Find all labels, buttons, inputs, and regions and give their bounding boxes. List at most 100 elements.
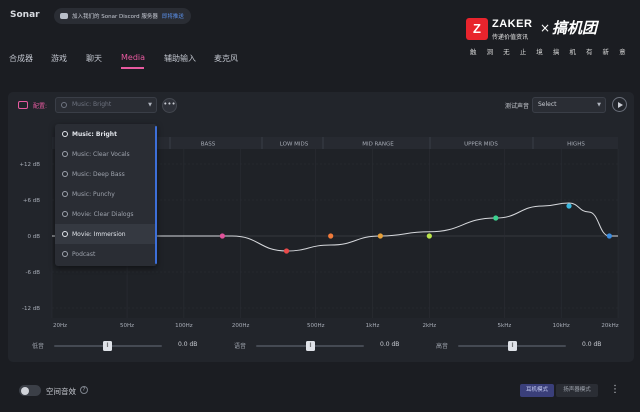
- x-tick-label: 50Hz: [120, 323, 134, 329]
- y-tick-label: 0 dB: [27, 234, 40, 240]
- tab-microphone[interactable]: 麦克风: [214, 54, 238, 63]
- spatial-audio-label: 空间音效: [46, 387, 76, 396]
- slider-value: 0.0 dB: [582, 341, 602, 348]
- watermark-brand: Z ZAKER 传递价值资讯 × 搞机团 触 洞 无 止 境 搞 机 有 新 意: [466, 14, 626, 60]
- y-tick-label: -12 dB: [22, 306, 40, 312]
- brand-times: ×: [540, 21, 551, 35]
- slider-thumb[interactable]: ‖: [103, 341, 112, 351]
- eq-band-handle[interactable]: [426, 233, 432, 239]
- discord-text: 加入我们的 Sonar Discord 服务器: [72, 14, 158, 20]
- x-tick-label: 1kHz: [366, 323, 380, 329]
- chevron-down-icon: ▼: [597, 102, 601, 108]
- y-tick-label: +6 dB: [23, 198, 40, 204]
- top-bar: Sonar 加入我们的 Sonar Discord 服务器 即将推送: [0, 0, 640, 34]
- x-tick-label: 20kHz: [601, 323, 618, 329]
- slider-value: 0.0 dB: [380, 341, 400, 348]
- test-sound-value: Select: [538, 101, 557, 108]
- tab-chat[interactable]: 聊天: [86, 54, 102, 63]
- preset-option-icon: [62, 151, 68, 157]
- zaker-logo-icon: Z: [466, 18, 488, 40]
- preset-option[interactable]: Music: Clear Vocals: [55, 144, 155, 164]
- slider-label: 语音: [234, 343, 247, 350]
- tab-media[interactable]: Media: [121, 53, 146, 62]
- band-label: LOW MIDS: [280, 142, 309, 148]
- tab-mixer[interactable]: 合成器: [9, 54, 33, 63]
- eq-band-handle[interactable]: [606, 233, 612, 239]
- eq-band-handle[interactable]: [493, 215, 499, 221]
- slider-label: 低音: [32, 343, 45, 350]
- eq-band-handle[interactable]: [283, 248, 290, 254]
- play-icon: [618, 101, 623, 108]
- preset-option[interactable]: Movie: Clear Dialogs: [55, 204, 155, 224]
- slider-value: 0.0 dB: [178, 341, 198, 348]
- speaker-mode-button[interactable]: 扬声器模式: [556, 384, 598, 397]
- headphone-mode-button[interactable]: 耳机模式: [520, 384, 554, 397]
- eq-band-handle[interactable]: [377, 233, 383, 239]
- zaker-name: ZAKER: [492, 18, 533, 30]
- help-icon[interactable]: ?: [80, 386, 88, 394]
- preset-option[interactable]: Podcast: [55, 244, 155, 264]
- zaker-subtitle: 传递价值资讯: [492, 34, 529, 41]
- active-tab-indicator: [121, 67, 144, 69]
- partner-logo: 搞机团: [552, 19, 598, 37]
- discord-link[interactable]: 即将推送: [161, 14, 184, 20]
- band-label: BASS: [201, 142, 216, 148]
- dropdown-scrollbar[interactable]: [155, 126, 157, 264]
- eq-band-handle[interactable]: [219, 233, 225, 239]
- band-label: MID RANGE: [362, 142, 394, 148]
- slider-label: 高音: [436, 343, 449, 350]
- preset-option[interactable]: Music: Punchy: [55, 184, 155, 204]
- eq-band-header: [52, 137, 618, 149]
- preset-option-icon: [62, 191, 68, 197]
- x-tick-label: 200Hz: [232, 323, 250, 329]
- eq-band-handle[interactable]: [566, 203, 572, 209]
- slider-voice: 语音 ‖ 0.0 dB: [234, 340, 404, 352]
- play-button[interactable]: [612, 97, 627, 112]
- preset-row: 配置:: [18, 97, 52, 113]
- toggle-knob: [20, 386, 29, 395]
- preset-option[interactable]: Music: Bright: [55, 124, 155, 144]
- kebab-menu-icon[interactable]: ⋮: [610, 384, 620, 395]
- more-options-button[interactable]: •••: [162, 98, 177, 113]
- preset-label: 配置:: [33, 102, 48, 110]
- slider-bass: 低音 ‖ 0.0 dB: [32, 340, 202, 352]
- x-tick-label: 2kHz: [422, 323, 436, 329]
- slider-thumb[interactable]: ‖: [508, 341, 517, 351]
- x-tick-label: 10kHz: [553, 323, 570, 329]
- preset-option-icon: [62, 171, 68, 177]
- band-label: UPPER MIDS: [464, 142, 498, 148]
- tab-bar: 合成器 游戏 聊天 Media 辅助输入 麦克风: [0, 50, 640, 72]
- preset-option-icon: [62, 231, 68, 237]
- x-tick-label: 500Hz: [307, 323, 325, 329]
- tab-aux-input[interactable]: 辅助输入: [164, 54, 196, 63]
- preset-icon: [18, 101, 28, 109]
- preset-select-value: Music: Bright: [72, 101, 112, 108]
- y-tick-label: -6 dB: [26, 270, 41, 276]
- eq-curve: [52, 202, 618, 252]
- preset-option-icon: [62, 131, 68, 137]
- preset-select[interactable]: Music: Bright ▼: [55, 97, 157, 113]
- preset-option[interactable]: Movie: Immersion: [55, 224, 155, 244]
- discord-banner[interactable]: 加入我们的 Sonar Discord 服务器 即将推送: [54, 8, 191, 24]
- discord-icon: [60, 13, 68, 19]
- app-title: Sonar: [10, 10, 40, 20]
- spatial-audio-toggle[interactable]: [19, 385, 41, 396]
- band-label: HIGHS: [567, 142, 585, 148]
- preset-option-icon: [62, 251, 68, 257]
- y-tick-label: +12 dB: [19, 162, 40, 168]
- slider-thumb[interactable]: ‖: [306, 341, 315, 351]
- x-tick-label: 5kHz: [498, 323, 512, 329]
- test-sound-label: 测试声音: [505, 103, 530, 110]
- test-sound-select[interactable]: Select ▼: [532, 97, 606, 113]
- slider-treble: 高音 ‖ 0.0 dB: [436, 340, 606, 352]
- chevron-down-icon: ▼: [148, 102, 152, 108]
- eq-band-handle[interactable]: [328, 233, 334, 239]
- brand-tagline: 触 洞 无 止 境 搞 机 有 新 意: [470, 48, 630, 56]
- preset-option[interactable]: Music: Deep Bass: [55, 164, 155, 184]
- preset-option-icon: [62, 211, 68, 217]
- x-tick-label: 20Hz: [53, 323, 67, 329]
- preset-dropdown: Music: Bright Music: Clear Vocals Music:…: [55, 124, 157, 266]
- tab-game[interactable]: 游戏: [51, 54, 67, 63]
- preset-glyph-icon: [61, 102, 67, 108]
- x-tick-label: 100Hz: [175, 323, 193, 329]
